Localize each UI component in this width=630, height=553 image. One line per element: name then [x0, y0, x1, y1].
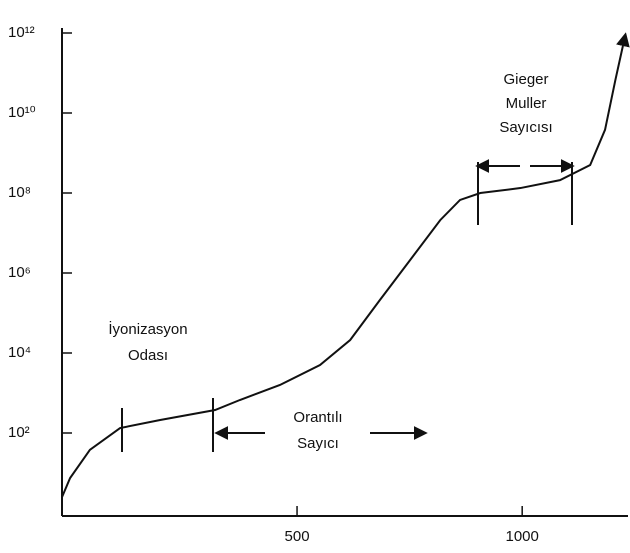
x-tick-label: 500: [285, 528, 310, 545]
x-tick-label: 1000: [505, 528, 538, 545]
annotation: Muller: [506, 95, 547, 112]
y-tick-label: 10¹²: [8, 24, 35, 41]
y-tick-label: 10²: [8, 424, 30, 441]
annotation-marks: [121, 159, 575, 452]
annotation: Gieger: [503, 71, 548, 88]
annotation: Sayıcı: [297, 435, 339, 452]
y-tick-label: 10⁴: [8, 344, 31, 361]
annotation: Odası: [128, 347, 168, 364]
annotation: İyonizasyon: [108, 320, 187, 338]
y-tick-label: 10¹⁰: [8, 104, 36, 121]
line: [61, 32, 630, 498]
y-tick-label: 10⁸: [8, 184, 31, 201]
annotation: Orantılı: [293, 409, 342, 426]
annotation: Sayıcısı: [499, 119, 552, 136]
y-tick-label: 10⁶: [8, 264, 31, 281]
